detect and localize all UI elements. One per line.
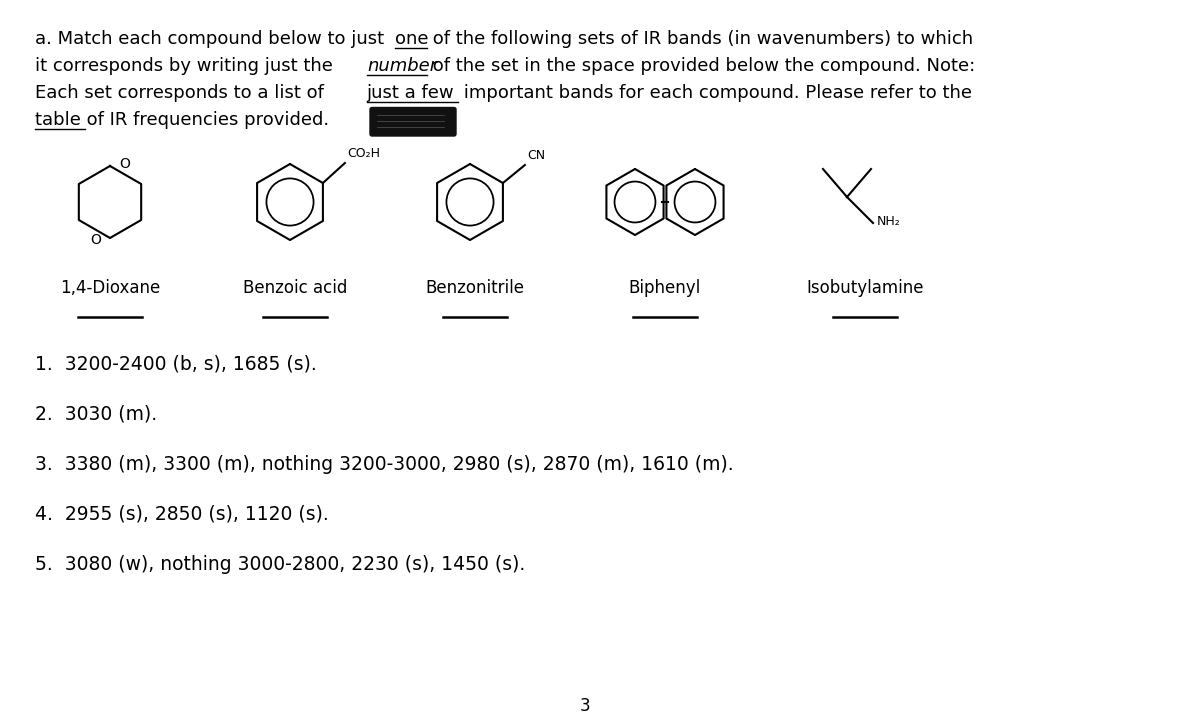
Text: table of IR frequencies provided.: table of IR frequencies provided.: [35, 111, 329, 129]
Text: 3.  3380 (m), 3300 (m), nothing 3200-3000, 2980 (s), 2870 (m), 1610 (m).: 3. 3380 (m), 3300 (m), nothing 3200-3000…: [35, 455, 733, 474]
Text: 3: 3: [580, 697, 590, 715]
FancyBboxPatch shape: [370, 108, 456, 136]
Text: of the set in the space provided below the compound. Note:: of the set in the space provided below t…: [427, 57, 976, 75]
Text: NH₂: NH₂: [877, 215, 901, 228]
Text: O: O: [90, 233, 101, 247]
Text: 4.  2955 (s), 2850 (s), 1120 (s).: 4. 2955 (s), 2850 (s), 1120 (s).: [35, 505, 329, 524]
Text: CO₂H: CO₂H: [347, 147, 380, 160]
Text: it corresponds by writing just the: it corresponds by writing just the: [35, 57, 338, 75]
Text: Benzonitrile: Benzonitrile: [426, 279, 524, 297]
Text: important bands for each compound. Please refer to the: important bands for each compound. Pleas…: [458, 84, 972, 102]
Text: just a few: just a few: [366, 84, 454, 102]
Text: Isobutylamine: Isobutylamine: [806, 279, 924, 297]
Text: 1,4-Dioxane: 1,4-Dioxane: [60, 279, 160, 297]
Text: 5.  3080 (w), nothing 3000-2800, 2230 (s), 1450 (s).: 5. 3080 (w), nothing 3000-2800, 2230 (s)…: [35, 555, 526, 574]
Text: Each set corresponds to a list of: Each set corresponds to a list of: [35, 84, 330, 102]
Text: Benzoic acid: Benzoic acid: [242, 279, 347, 297]
Text: O: O: [119, 157, 130, 171]
Text: of the following sets of IR bands (in wavenumbers) to which: of the following sets of IR bands (in wa…: [426, 30, 973, 48]
Text: a. Match each compound below to just: a. Match each compound below to just: [35, 30, 390, 48]
Text: 1.  3200-2400 (b, s), 1685 (s).: 1. 3200-2400 (b, s), 1685 (s).: [35, 355, 317, 374]
Text: number: number: [367, 57, 437, 75]
Text: 2.  3030 (m).: 2. 3030 (m).: [35, 405, 157, 424]
Text: Biphenyl: Biphenyl: [629, 279, 701, 297]
Text: one: one: [395, 30, 428, 48]
Text: CN: CN: [527, 149, 545, 162]
